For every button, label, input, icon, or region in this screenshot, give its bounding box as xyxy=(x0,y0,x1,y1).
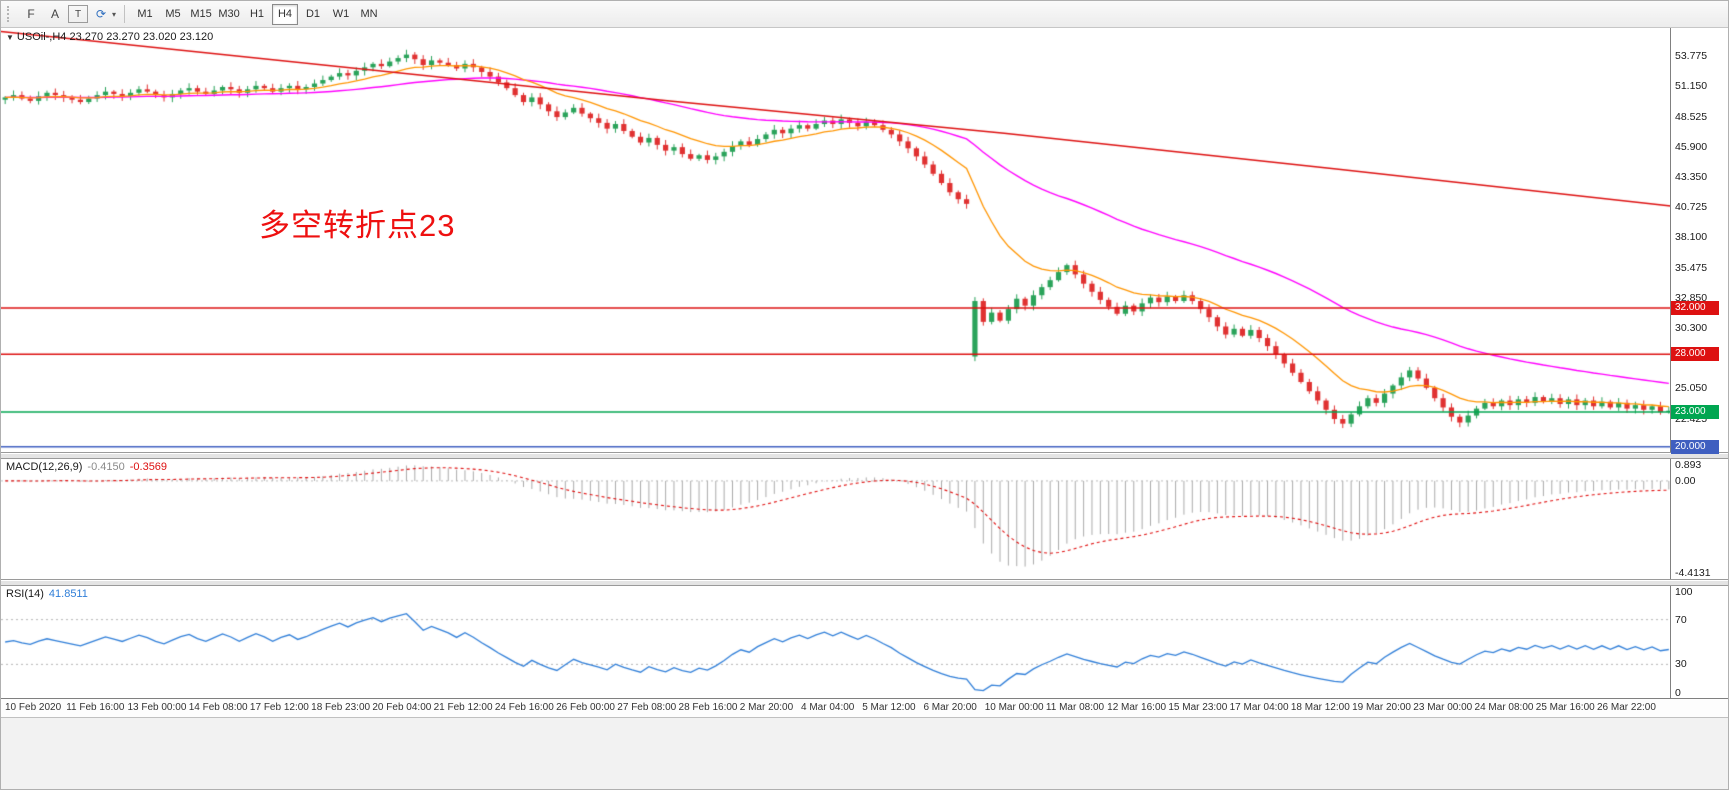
time-tick-label: 15 Mar 23:00 xyxy=(1168,702,1228,713)
arrow-tool-button[interactable]: A xyxy=(50,7,59,21)
macd-signal-value: -0.3569 xyxy=(129,461,168,473)
panel-splitter[interactable] xyxy=(1,453,1728,459)
collapse-triangle-icon[interactable]: ▼ xyxy=(6,33,14,42)
toolbar-separator xyxy=(124,5,126,23)
timeframe-h4-button[interactable]: H4 xyxy=(272,3,299,25)
fibonacci-tool-button[interactable]: F xyxy=(27,7,35,21)
price-tick-label: 48.525 xyxy=(1675,110,1708,123)
rsi-plot[interactable]: RSI(14) 41.8511 xyxy=(1,586,1673,698)
price-tick-label: 35.475 xyxy=(1675,261,1708,274)
time-tick-label: 10 Feb 2020 xyxy=(5,702,62,713)
time-tick-label: 27 Feb 08:00 xyxy=(617,702,677,713)
macd-label: MACD(12,26,9) -0.4150 -0.3569 xyxy=(6,461,167,473)
timeframe-d1-button[interactable]: D1 xyxy=(305,8,321,20)
timeframe-mn-button[interactable]: MN xyxy=(360,8,378,20)
chart-symbol-label: USOil-,H4 xyxy=(16,31,67,43)
time-tick-label: 28 Feb 16:00 xyxy=(678,702,738,713)
price-tick-label: 25.050 xyxy=(1675,382,1708,395)
rsi-panel: RSI(14) 41.8511 100 70 30 0 xyxy=(1,586,1728,699)
rsi-tick-label: 30 xyxy=(1675,658,1687,671)
macd-canvas[interactable] xyxy=(1,459,1673,579)
rsi-tick-label: 70 xyxy=(1675,613,1687,626)
rsi-name: RSI(14) xyxy=(6,588,44,600)
price-tick-label: 45.900 xyxy=(1675,141,1708,154)
time-axis[interactable]: 10 Feb 2020 11 Feb 16:00 13 Feb 00:00 14 Fe… xyxy=(1,699,1728,718)
annotation-text[interactable]: 多空转折点23 xyxy=(259,208,456,243)
time-tick-label: 4 Mar 04:00 xyxy=(801,702,855,713)
time-tick-label: 24 Feb 16:00 xyxy=(494,702,554,713)
level-price-tag: 23.000 xyxy=(1671,405,1719,420)
timeframe-h1-button[interactable]: H1 xyxy=(249,8,265,20)
time-tick-label: 13 Feb 00:00 xyxy=(127,702,187,713)
time-tick-label: 10 Mar 00:00 xyxy=(984,702,1044,713)
chart-title: ▼ USOil-,H4 23.270 23.270 23.020 23.120 xyxy=(6,31,213,43)
macd-panel: MACD(12,26,9) -0.4150 -0.3569 0.893 0.00 -4.… xyxy=(1,459,1728,580)
macd-tick-label: 0.00 xyxy=(1675,474,1696,487)
time-tick-label: 24 Mar 08:00 xyxy=(1474,702,1534,713)
time-tick-label: 26 Feb 00:00 xyxy=(556,702,615,713)
time-tick-label: 26 Mar 22:00 xyxy=(1597,702,1656,713)
level-price-tag: 28.000 xyxy=(1671,347,1719,362)
drawing-tools-group: F A T ⟳ xyxy=(19,3,113,25)
timeframe-m1-button[interactable]: M1 xyxy=(137,8,153,20)
time-tick-label: 5 Mar 12:00 xyxy=(862,702,916,713)
time-tick-label: 11 Feb 16:00 xyxy=(66,702,125,713)
time-tick-label: 20 Feb 04:00 xyxy=(372,702,432,713)
price-tick-label: 51.150 xyxy=(1675,80,1708,93)
price-scale[interactable]: 53.775 51.150 48.525 45.900 43.350 40.725 38.1… xyxy=(1670,28,1728,454)
time-tick-label: 25 Mar 16:00 xyxy=(1535,702,1595,713)
macd-scale[interactable]: 0.893 0.00 -4.4131 xyxy=(1670,459,1728,579)
timeframe-buttons-group: M1 M5 M15 M30 H1 H4 D1 W1 MN xyxy=(131,3,383,25)
level-price-tag: 32.000 xyxy=(1671,300,1719,315)
toolbar-grip[interactable] xyxy=(7,6,13,22)
time-tick-label: 23 Mar 00:00 xyxy=(1413,702,1473,713)
macd-tick-label: 0.893 xyxy=(1675,459,1702,471)
time-tick-label: 6 Mar 20:00 xyxy=(923,702,977,713)
time-tick-label: 14 Feb 08:00 xyxy=(188,702,248,713)
chart-toolbar: F A T ⟳ ▾ M1 M5 M15 M30 H1 H4 D1 W1 MN xyxy=(1,1,1728,28)
rsi-tick-label: 100 xyxy=(1675,586,1693,598)
macd-tick-label: -4.4131 xyxy=(1675,567,1711,579)
time-tick-label: 11 Mar 08:00 xyxy=(1045,702,1105,713)
rsi-value: 41.8511 xyxy=(48,588,88,600)
timeframe-m15-button[interactable]: M15 xyxy=(190,8,212,20)
rsi-label: RSI(14) 41.8511 xyxy=(6,588,88,600)
text-tool-button[interactable]: T xyxy=(68,5,88,23)
price-tick-label: 38.100 xyxy=(1675,231,1708,244)
macd-plot[interactable]: MACD(12,26,9) -0.4150 -0.3569 xyxy=(1,459,1673,579)
chevron-down-icon[interactable]: ▾ xyxy=(112,9,117,19)
chart-ohlc-values: 23.270 23.270 23.020 23.120 xyxy=(69,31,214,43)
time-tick-label: 2 Mar 20:00 xyxy=(739,702,794,713)
macd-main-value: -0.4150 xyxy=(87,461,125,473)
bottom-strip xyxy=(1,718,1728,789)
price-tick-label: 30.300 xyxy=(1675,321,1708,334)
time-tick-label: 21 Feb 12:00 xyxy=(433,702,493,713)
time-tick-label: 12 Mar 16:00 xyxy=(1107,702,1167,713)
main-chart-panel: ▼ USOil-,H4 23.270 23.270 23.020 23.120 多… xyxy=(1,28,1728,454)
time-tick-label: 17 Mar 04:00 xyxy=(1229,702,1289,713)
price-tick-label: 40.725 xyxy=(1675,201,1708,214)
rsi-tick-label: 0 xyxy=(1675,687,1681,699)
time-tick-label: 18 Mar 12:00 xyxy=(1290,702,1350,713)
timeframe-m30-button[interactable]: M30 xyxy=(218,8,240,20)
time-tick-label: 18 Feb 23:00 xyxy=(311,702,371,713)
rsi-canvas[interactable] xyxy=(1,586,1673,698)
time-tick-label: 19 Mar 20:00 xyxy=(1352,702,1411,713)
price-chart-canvas[interactable] xyxy=(1,28,1673,452)
refresh-cycle-tool-button[interactable]: ⟳ xyxy=(95,7,107,21)
timeframe-w1-button[interactable]: W1 xyxy=(332,8,350,20)
level-price-tag: 20.000 xyxy=(1671,439,1719,454)
macd-name: MACD(12,26,9) xyxy=(6,461,83,473)
price-tick-label: 43.350 xyxy=(1675,170,1708,183)
time-tick-label: 17 Feb 12:00 xyxy=(249,702,309,713)
timeframe-m5-button[interactable]: M5 xyxy=(165,8,181,20)
rsi-scale[interactable]: 100 70 30 0 xyxy=(1670,586,1728,699)
price-tick-label: 53.775 xyxy=(1675,50,1708,63)
panel-splitter[interactable] xyxy=(1,580,1728,586)
price-chart-plot[interactable]: ▼ USOil-,H4 23.270 23.270 23.020 23.120 多… xyxy=(1,28,1673,452)
